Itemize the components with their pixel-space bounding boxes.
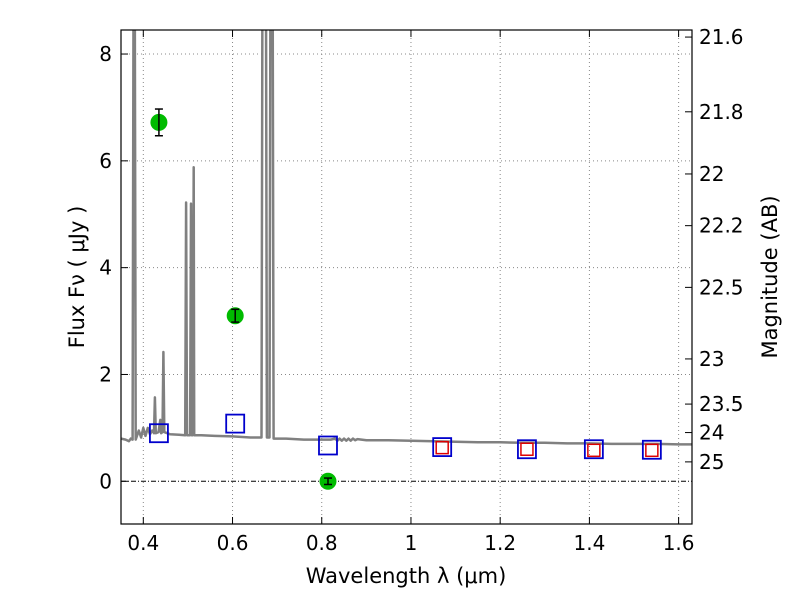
x-tick-label-4: 1.2 xyxy=(484,531,516,555)
model-blue-square-3 xyxy=(432,437,453,457)
y-tick-label-2: 4 xyxy=(99,256,112,280)
y-tick-label-0: 0 xyxy=(99,469,112,493)
model-red-square-3 xyxy=(645,443,659,458)
model-red-square-1 xyxy=(520,442,534,456)
magnitude-tick-label-4: 22.5 xyxy=(699,275,744,299)
model-blue-square-6 xyxy=(641,439,662,460)
model-blue-square-0 xyxy=(149,423,169,444)
y-tick-label-4: 8 xyxy=(99,42,112,66)
x-tick-label-0: 0.4 xyxy=(127,531,159,555)
x-tick-label-3: 1 xyxy=(405,531,418,555)
model-blue-square-1 xyxy=(225,413,246,434)
magnitude-tick-label-7: 24 xyxy=(699,421,724,445)
magnitude-tick-label-0: 21.6 xyxy=(699,25,744,49)
model-red-squares xyxy=(435,440,659,458)
model-red-square-0 xyxy=(435,440,449,455)
magnitude-axis-label: Magnitude (AB) xyxy=(758,195,782,358)
x-axis-label: Wavelength λ (μm) xyxy=(306,564,507,588)
plot-frame xyxy=(120,29,693,525)
magnitude-tick-label-5: 23 xyxy=(699,347,724,371)
grid xyxy=(121,30,692,524)
magnitude-tick-label-1: 21.8 xyxy=(699,100,744,124)
x-tick-label-1: 0.6 xyxy=(217,531,249,555)
y-axis-ticks: 0 2 4 6 8 xyxy=(99,42,128,493)
model-blue-square-5 xyxy=(583,439,604,460)
magnitude-tick-label-8: 25 xyxy=(699,450,724,474)
model-blue-square-2 xyxy=(318,435,338,456)
magnitude-tick-label-3: 22.2 xyxy=(699,214,744,238)
observed-points xyxy=(150,108,337,490)
x-tick-label-2: 0.8 xyxy=(306,531,338,555)
spectrum-line xyxy=(121,30,692,446)
magnitude-tick-label-6: 23.5 xyxy=(699,392,744,416)
y-tick-label-1: 2 xyxy=(99,362,112,386)
magnitude-tick-label-2: 22 xyxy=(699,162,724,186)
model-blue-square-4 xyxy=(517,439,537,460)
y-tick-label-3: 6 xyxy=(99,149,112,173)
y-axis-label: Flux Fν ( μJy ) xyxy=(65,206,89,349)
x-axis-ticks: 0.4 0.6 0.8 1 1.2 1.4 1.6 xyxy=(127,30,695,555)
model-blue-squares xyxy=(149,413,662,460)
magnitude-axis-ticks: 21.6 21.8 22 22.2 22.5 23 23.5 24 25 xyxy=(685,25,744,474)
model-red-square-2 xyxy=(587,443,601,458)
x-tick-label-5: 1.4 xyxy=(573,531,605,555)
x-tick-label-6: 1.6 xyxy=(663,531,695,555)
